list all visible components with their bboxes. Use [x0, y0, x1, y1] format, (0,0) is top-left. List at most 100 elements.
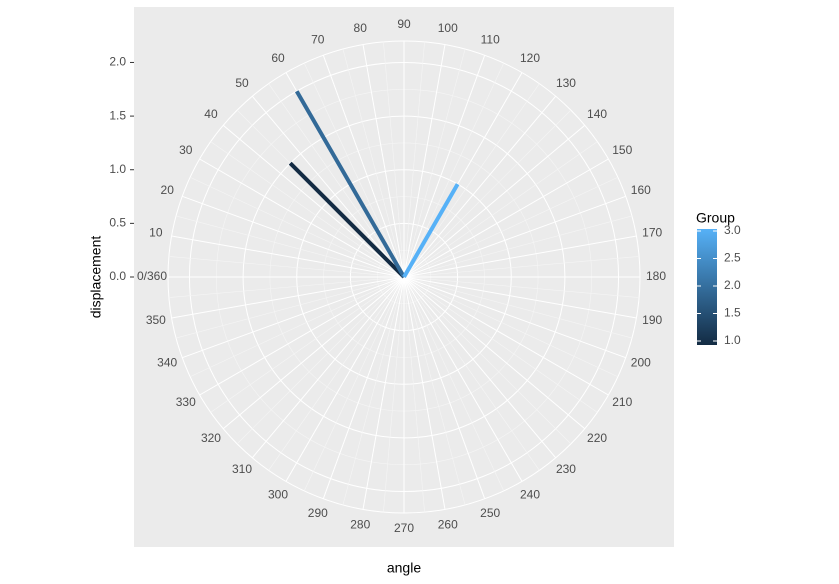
- minor-spoke: [403, 276, 640, 298]
- legend-label: 1.0: [724, 333, 741, 347]
- x-tick-label: 140: [587, 107, 607, 121]
- grid-spoke: [322, 276, 405, 499]
- x-axis-title: angle: [387, 560, 421, 576]
- minor-spoke: [342, 48, 405, 278]
- x-tick-label: 150: [612, 143, 632, 157]
- minor-spoke: [210, 141, 405, 278]
- data-line: [402, 183, 460, 278]
- grid-spoke: [251, 276, 405, 459]
- x-tick-label: 160: [631, 183, 651, 197]
- minor-spoke: [342, 276, 405, 506]
- grid-spoke: [403, 276, 486, 499]
- x-tick-label: 210: [612, 395, 632, 409]
- data-line: [288, 161, 406, 279]
- x-tick-label: 50: [235, 76, 249, 90]
- x-tick-label: 240: [520, 487, 540, 501]
- minor-spoke: [383, 276, 405, 513]
- grid-spoke: [222, 124, 405, 278]
- minor-spoke: [403, 276, 572, 445]
- legend-label: 2.0: [724, 278, 741, 292]
- minor-spoke: [403, 276, 425, 513]
- minor-spoke: [403, 62, 505, 278]
- grid-spoke: [403, 276, 626, 359]
- y-tick-label: 0.5: [109, 216, 126, 230]
- x-tick-label: 180: [646, 269, 666, 283]
- y-tick-label: 1.0: [109, 162, 126, 176]
- legend-label: 2.5: [724, 251, 741, 265]
- grid-spoke: [222, 276, 405, 430]
- grid-spoke: [362, 276, 405, 510]
- legend-label: 1.5: [724, 306, 741, 320]
- grid-spoke: [182, 195, 405, 278]
- grid-spoke: [403, 276, 523, 482]
- x-tick-label: 290: [308, 506, 328, 520]
- minor-spoke: [403, 215, 633, 278]
- minor-spoke: [403, 83, 540, 278]
- x-tick-label: 40: [204, 107, 218, 121]
- y-tick-label: 0.0: [109, 269, 126, 283]
- grid-spoke: [199, 158, 405, 278]
- minor-spoke: [403, 141, 598, 278]
- x-tick-label: 310: [232, 462, 252, 476]
- x-tick-label: 130: [556, 76, 576, 90]
- x-tick-label: 170: [642, 225, 662, 239]
- grid-spoke: [285, 276, 405, 482]
- grid-spoke: [362, 44, 405, 278]
- minor-spoke: [189, 176, 405, 278]
- minor-spoke: [403, 276, 598, 413]
- grid-spoke: [403, 195, 626, 278]
- x-tick-label: 330: [176, 395, 196, 409]
- minor-spoke: [403, 176, 619, 278]
- x-tick-label: 350: [146, 313, 166, 327]
- minor-spoke: [175, 276, 405, 339]
- legend-label: 3.0: [724, 223, 741, 237]
- grid-spoke: [322, 55, 405, 278]
- grid-spoke: [403, 276, 637, 319]
- grid-spoke: [403, 276, 446, 510]
- x-tick-label: 80: [354, 21, 368, 35]
- data-line: [294, 90, 406, 279]
- x-tick-label: 10: [149, 225, 163, 239]
- grid-spoke: [403, 124, 586, 278]
- x-tick-label: 230: [556, 462, 576, 476]
- grid-spoke: [403, 44, 446, 278]
- colorbar: [697, 229, 717, 345]
- x-tick-label: 120: [520, 51, 540, 65]
- minor-spoke: [403, 276, 540, 471]
- minor-spoke: [175, 215, 405, 278]
- minor-spoke: [403, 256, 640, 278]
- minor-spoke: [236, 276, 405, 445]
- x-tick-label: 250: [480, 506, 500, 520]
- grid-spoke: [403, 276, 557, 459]
- grid-spoke: [403, 95, 557, 278]
- minor-spoke: [403, 276, 619, 378]
- grid-spoke: [171, 276, 405, 319]
- minor-spoke: [383, 41, 405, 278]
- minor-spoke: [403, 276, 505, 492]
- grid-spoke: [171, 235, 405, 278]
- minor-spoke: [189, 276, 405, 378]
- x-tick-label: 260: [438, 517, 458, 531]
- minor-spoke: [403, 276, 466, 506]
- x-tick-label: 340: [157, 355, 177, 369]
- minor-spoke: [403, 109, 572, 278]
- x-tick-label: 110: [481, 32, 500, 46]
- grid-spoke: [403, 276, 609, 396]
- minor-spoke: [268, 276, 405, 471]
- x-tick-label: 0/360: [137, 269, 167, 283]
- x-tick-label: 90: [397, 17, 411, 31]
- minor-spoke: [403, 41, 425, 278]
- x-tick-label: 70: [311, 32, 325, 46]
- grid-spoke: [182, 276, 405, 359]
- minor-spoke: [210, 276, 405, 413]
- grid-spoke: [403, 276, 586, 430]
- grid-spoke: [403, 235, 637, 278]
- x-tick-label: 270: [394, 521, 414, 535]
- x-tick-label: 300: [268, 487, 288, 501]
- grid-spoke: [403, 158, 609, 278]
- minor-spoke: [268, 83, 405, 278]
- minor-spoke: [403, 48, 466, 278]
- legend-title: Group: [696, 210, 735, 226]
- x-tick-label: 220: [587, 431, 607, 445]
